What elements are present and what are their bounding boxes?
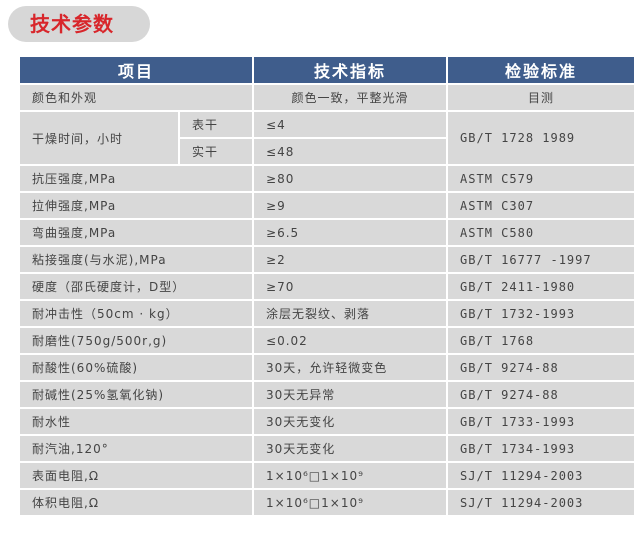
item-cell: 表面电阻,Ω	[17, 461, 255, 490]
standard-cell: GB/T 1733-1993	[446, 407, 637, 436]
item-cell: 颜色和外观	[17, 83, 255, 112]
table-row: 耐酸性(60%硫酸) 30天，允许轻微变色 GB/T 9274-88	[17, 353, 637, 382]
spec-cell: ≤48	[252, 137, 449, 166]
table-row: 耐碱性(25%氢氧化钠) 30天无异常 GB/T 9274-88	[17, 380, 637, 409]
standard-cell: GB/T 9274-88	[446, 353, 637, 382]
item-cell: 粘接强度(与水泥),MPa	[17, 245, 255, 274]
table-row: 颜色和外观 颜色一致，平整光滑 目测	[17, 83, 637, 112]
item-cell: 硬度（邵氏硬度计，D型）	[17, 272, 255, 301]
item-cell: 耐酸性(60%硫酸)	[17, 353, 255, 382]
standard-cell: GB/T 2411-1980	[446, 272, 637, 301]
item-cell: 弯曲强度,MPa	[17, 218, 255, 247]
item-cell: 拉伸强度,MPa	[17, 191, 255, 220]
table-row: 耐冲击性（50cm · kg） 涂层无裂纹、剥落 GB/T 1732-1993	[17, 299, 637, 328]
spec-cell: ≥70	[252, 272, 449, 301]
table-row: 拉伸强度,MPa ≥9 ASTM C307	[17, 191, 637, 220]
spec-cell: ≥9	[252, 191, 449, 220]
item-cell: 耐汽油,120°	[17, 434, 255, 463]
table-row: 体积电阻,Ω 1×10⁶□1×10⁹ SJ/T 11294-2003	[17, 488, 637, 517]
spec-cell: 30天无变化	[252, 434, 449, 463]
standard-cell: ASTM C580	[446, 218, 637, 247]
item-cell: 耐磨性(750g/500r,g)	[17, 326, 255, 355]
header-item: 项目	[17, 55, 255, 85]
table-row: 耐磨性(750g/500r,g) ≤0.02 GB/T 1768	[17, 326, 637, 355]
table-row: 实干 ≤48	[19, 137, 635, 166]
spec-cell: 30天，允许轻微变色	[252, 353, 449, 382]
table-row: 弯曲强度,MPa ≥6.5 ASTM C580	[17, 218, 637, 247]
standard-cell: GB/T 1768	[446, 326, 637, 355]
sub-item-cell: 表干	[177, 110, 255, 139]
table-row: 耐汽油,120° 30天无变化 GB/T 1734-1993	[17, 434, 637, 463]
spec-cell: ≥2	[252, 245, 449, 274]
item-cell: 耐碱性(25%氢氧化钠)	[17, 380, 255, 409]
table-row: 表面电阻,Ω 1×10⁶□1×10⁹ SJ/T 11294-2003	[17, 461, 637, 490]
standard-cell: GB/T 1732-1993	[446, 299, 637, 328]
section-title: 技术参数	[8, 6, 150, 42]
item-cell: 干燥时间，小时	[18, 110, 180, 166]
standard-cell: ASTM C307	[446, 191, 637, 220]
standard-cell: GB/T 9274-88	[446, 380, 637, 409]
table-row: 抗压强度,MPa ≥80 ASTM C579	[17, 164, 637, 193]
header-spec: 技术指标	[252, 55, 449, 85]
table-row: 硬度（邵氏硬度计，D型） ≥70 GB/T 2411-1980	[17, 272, 637, 301]
standard-cell: SJ/T 11294-2003	[446, 461, 637, 490]
spec-cell: 颜色一致，平整光滑	[252, 83, 449, 112]
table-row: 耐水性 30天无变化 GB/T 1733-1993	[17, 407, 637, 436]
spec-table: 项目 技术指标 检验标准 颜色和外观 颜色一致，平整光滑 目测 干燥时间，小时 …	[17, 55, 637, 517]
item-cell: 体积电阻,Ω	[17, 488, 255, 517]
spec-cell: 30天无异常	[252, 380, 449, 409]
standard-cell: ASTM C579	[446, 164, 637, 193]
spec-cell: 涂层无裂纹、剥落	[252, 299, 449, 328]
spec-cell: 1×10⁶□1×10⁹	[252, 488, 449, 517]
standard-cell: SJ/T 11294-2003	[446, 488, 637, 517]
spec-cell: ≤0.02	[252, 326, 449, 355]
header-standard: 检验标准	[446, 55, 637, 85]
standard-cell: GB/T 1734-1993	[446, 434, 637, 463]
table-header: 项目 技术指标 检验标准	[17, 55, 637, 85]
spec-cell: ≥6.5	[252, 218, 449, 247]
spec-cell: ≤4	[252, 110, 449, 139]
spec-cell: ≥80	[252, 164, 449, 193]
table-row: 粘接强度(与水泥),MPa ≥2 GB/T 16777 -1997	[17, 245, 637, 274]
item-cell: 抗压强度,MPa	[17, 164, 255, 193]
standard-cell: 目测	[446, 83, 637, 112]
spec-cell: 1×10⁶□1×10⁹	[252, 461, 449, 490]
spec-cell: 30天无变化	[252, 407, 449, 436]
standard-cell: GB/T 1728 1989	[446, 110, 637, 166]
table-row: 干燥时间，小时 表干 ≤4 GB/T 1728 1989	[18, 110, 637, 166]
item-cell: 耐冲击性（50cm · kg）	[17, 299, 255, 328]
standard-cell: GB/T 16777 -1997	[446, 245, 637, 274]
sub-item-cell: 实干	[177, 137, 255, 166]
item-cell: 耐水性	[17, 407, 255, 436]
